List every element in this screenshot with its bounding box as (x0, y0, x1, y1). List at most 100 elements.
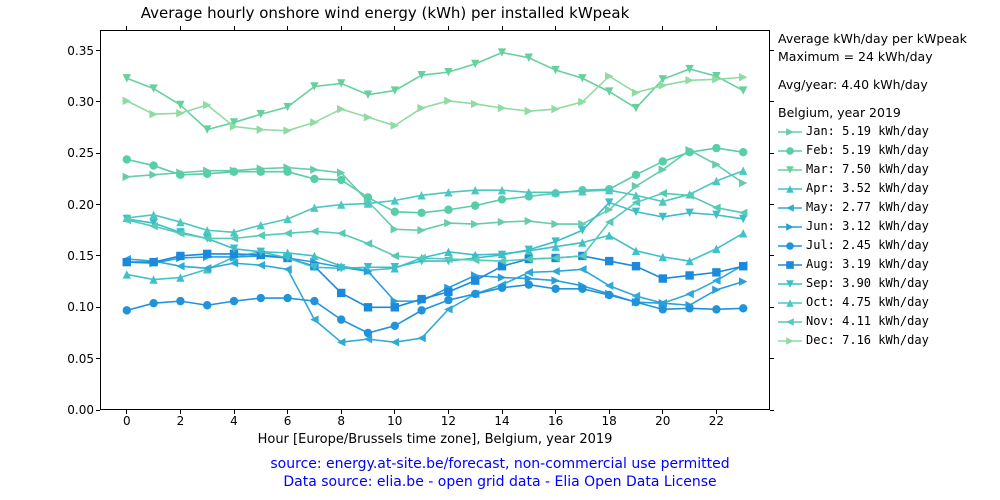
xtick-mark (394, 26, 395, 30)
xtick-label: 18 (602, 414, 617, 428)
legend-swatch-icon (778, 164, 802, 176)
ytick-mark (770, 307, 774, 308)
legend-spacer (778, 66, 988, 76)
legend-swatch-icon (778, 145, 802, 157)
ytick-mark (770, 153, 774, 154)
legend-item: May: 2.77 kWh/day (778, 199, 988, 218)
ytick-label: 0.15 (67, 249, 94, 263)
xtick-mark (662, 410, 663, 414)
legend-swatch-icon (778, 221, 802, 233)
xtick-mark (394, 410, 395, 414)
ytick-label: 0.05 (67, 352, 94, 366)
legend-item: Jun: 3.12 kWh/day (778, 218, 988, 237)
xtick-label: 22 (709, 414, 724, 428)
ytick-mark (96, 204, 100, 205)
legend-item-label: Jul: 2.45 kWh/day (806, 237, 929, 254)
legend-item: Mar: 7.50 kWh/day (778, 161, 988, 180)
legend-item: Jan: 5.19 kWh/day (778, 123, 988, 142)
xtick-label: 20 (655, 414, 670, 428)
xtick-label: 14 (494, 414, 509, 428)
xtick-mark (234, 410, 235, 414)
legend-title-1: Average kWh/day per kWpeak (778, 30, 988, 48)
legend-item-label: Nov: 4.11 kWh/day (806, 313, 929, 330)
xtick-mark (555, 410, 556, 414)
series-Jan (123, 146, 748, 235)
chart-title: Average hourly onshore wind energy (kWh)… (0, 4, 770, 22)
legend-swatch-icon (778, 240, 802, 252)
xtick-mark (287, 26, 288, 30)
ytick-mark (770, 101, 774, 102)
ytick-label: 0.00 (67, 403, 94, 417)
legend-swatch-icon (778, 278, 802, 290)
ytick-mark (770, 50, 774, 51)
xtick-mark (609, 410, 610, 414)
legend-item-label: May: 2.77 kWh/day (806, 199, 929, 216)
series-Feb (123, 144, 748, 217)
legend-item: Oct: 4.75 kWh/day (778, 294, 988, 313)
ytick-mark (770, 204, 774, 205)
legend-swatch-icon (778, 259, 802, 271)
xtick-label: 4 (230, 414, 238, 428)
legend-item-label: Oct: 4.75 kWh/day (806, 294, 929, 311)
xtick-label: 12 (441, 414, 456, 428)
ytick-mark (96, 101, 100, 102)
ytick-label: 0.30 (67, 95, 94, 109)
legend-item: Jul: 2.45 kWh/day (778, 237, 988, 256)
legend-item: Sep: 3.90 kWh/day (778, 275, 988, 294)
xaxis-label: Hour [Europe/Brussels time zone], Belgiu… (100, 432, 770, 447)
legend-item: Dec: 7.16 kWh/day (778, 332, 988, 351)
legend-item-label: Aug: 3.19 kWh/day (806, 256, 929, 273)
xtick-label: 6 (284, 414, 292, 428)
ytick-label: 0.20 (67, 198, 94, 212)
legend-swatch-icon (778, 183, 802, 195)
xtick-label: 16 (548, 414, 563, 428)
ytick-mark (96, 358, 100, 359)
xtick-mark (502, 26, 503, 30)
xtick-label: 0 (123, 414, 131, 428)
ytick-mark (96, 307, 100, 308)
ytick-mark (96, 410, 100, 411)
ytick-mark (96, 255, 100, 256)
xtick-mark (502, 410, 503, 414)
legend-title-2: Maximum = 24 kWh/day (778, 48, 988, 66)
ytick-label: 0.25 (67, 146, 94, 160)
legend-item-label: Feb: 5.19 kWh/day (806, 142, 929, 159)
legend-spacer (778, 94, 988, 104)
ytick-mark (770, 358, 774, 359)
xtick-mark (126, 410, 127, 414)
legend-item: Aug: 3.19 kWh/day (778, 256, 988, 275)
legend-item: Feb: 5.19 kWh/day (778, 142, 988, 161)
xtick-mark (180, 410, 181, 414)
ytick-mark (770, 255, 774, 256)
xtick-mark (448, 410, 449, 414)
legend-item-label: Sep: 3.90 kWh/day (806, 275, 929, 292)
ytick-label: 0.35 (67, 44, 94, 58)
legend-swatch-icon (778, 126, 802, 138)
legend-item: Nov: 4.11 kWh/day (778, 313, 988, 332)
legend-items: Jan: 5.19 kWh/dayFeb: 5.19 kWh/day Mar: 7… (778, 123, 988, 351)
legend-item-label: Jun: 3.12 kWh/day (806, 218, 929, 235)
xtick-mark (180, 26, 181, 30)
xtick-mark (287, 410, 288, 414)
source-line-2: Data source: elia.be - open grid data - … (0, 474, 1000, 490)
xtick-mark (662, 26, 663, 30)
xtick-mark (341, 410, 342, 414)
legend-swatch-icon (778, 202, 802, 214)
legend-item-label: Mar: 7.50 kWh/day (806, 161, 929, 178)
legend-item: Apr: 3.52 kWh/day (778, 180, 988, 199)
plot-svg (100, 30, 770, 410)
xtick-label: 8 (337, 414, 345, 428)
ytick-mark (770, 410, 774, 411)
series-May (123, 255, 748, 347)
source-line-1: source: energy.at-site.be/forecast, non-… (0, 456, 1000, 472)
legend-swatch-icon (778, 335, 802, 347)
xtick-mark (716, 410, 717, 414)
xtick-mark (126, 26, 127, 30)
legend-swatch-icon (778, 297, 802, 309)
ytick-mark (96, 153, 100, 154)
chart-container: Average hourly onshore wind energy (kWh)… (0, 0, 1000, 500)
legend-swatch-icon (778, 316, 802, 328)
legend-item-label: Apr: 3.52 kWh/day (806, 180, 929, 197)
series-Mar (123, 48, 748, 133)
xtick-mark (555, 26, 556, 30)
